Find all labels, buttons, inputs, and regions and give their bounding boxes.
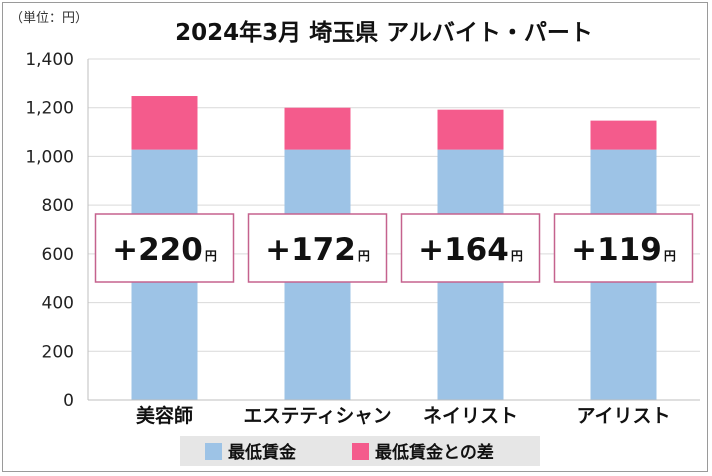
- x-tick-label: エステティシャン: [244, 405, 392, 427]
- x-tick-label: ネイリスト: [423, 405, 518, 427]
- annotation-label: +164 円: [418, 232, 523, 268]
- legend-label-minimum-wage: 最低賃金: [228, 442, 297, 463]
- annotation-box: [94, 213, 235, 283]
- annotation-unit: 円: [511, 249, 523, 263]
- x-tick-label: アイリスト: [576, 405, 670, 427]
- bar-difference: [284, 107, 351, 150]
- y-tick-label: 200: [42, 342, 74, 362]
- legend-swatch-minimum-wage: [205, 443, 222, 460]
- bar-difference: [437, 109, 504, 150]
- y-axis: 0 200 400 600 800 1,000 1,200 1,400: [25, 50, 700, 411]
- y-tick-label: 1,200: [25, 99, 74, 119]
- x-axis: 美容師 エステティシャン ネイリスト アイリスト: [136, 404, 671, 427]
- x-tick-label: 美容師: [136, 404, 193, 427]
- legend: 最低賃金 最低賃金との差: [180, 436, 540, 466]
- annotation-value: +220: [112, 232, 203, 268]
- unit-label: （単位：円）: [10, 10, 88, 26]
- annotation-unit: 円: [358, 249, 370, 263]
- y-tick-label: 600: [42, 245, 74, 265]
- annotation-box: [400, 213, 541, 283]
- annotation-value: +164: [418, 232, 509, 268]
- annotation-box: [247, 213, 388, 283]
- y-tick-label: 1,400: [25, 50, 74, 70]
- annotation-label: +220 円: [112, 232, 217, 268]
- annotation-unit: 円: [664, 249, 676, 263]
- bar-difference: [131, 96, 198, 150]
- annotation-value: +119: [571, 232, 662, 268]
- legend-label-difference: 最低賃金との差: [375, 442, 494, 463]
- y-tick-label: 0: [63, 391, 74, 411]
- legend-swatch-difference: [352, 443, 369, 460]
- y-tick-label: 400: [42, 294, 74, 314]
- difference-annotations: +220 円 +172 円 +164 円 +119 円: [94, 213, 694, 283]
- annotation-box: [553, 213, 694, 283]
- annotation-label: +119 円: [571, 232, 676, 268]
- annotation-label: +172 円: [265, 232, 370, 268]
- y-tick-label: 800: [42, 196, 74, 216]
- bar-difference: [590, 120, 657, 150]
- annotation-value: +172: [265, 232, 356, 268]
- chart-title: 2024年3月 埼玉県 アルバイト・パート: [175, 19, 593, 46]
- annotation-unit: 円: [205, 249, 217, 263]
- y-tick-label: 1,000: [25, 147, 74, 167]
